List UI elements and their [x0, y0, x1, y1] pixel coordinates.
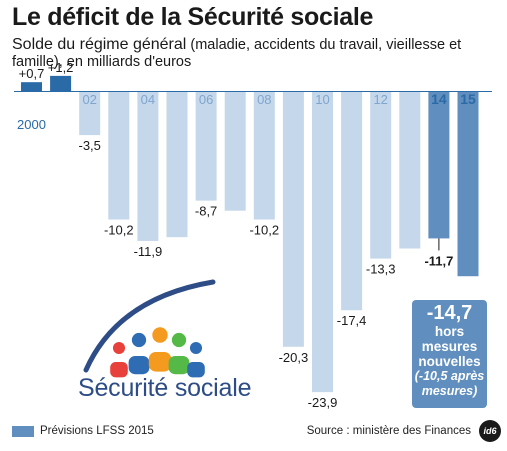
forecast-value: -14,7 [426, 302, 473, 324]
legend-label: Prévisions LFSS 2015 [40, 425, 154, 437]
forecast-line-4: (-10,5 après [414, 369, 485, 383]
value-label-2011: -17,4 [337, 313, 367, 328]
tick-label-2014: 14 [431, 91, 447, 107]
bar-2001 [50, 75, 72, 91]
bar-2015 [457, 91, 479, 277]
page-title: Le déficit de la Sécurité sociale [12, 3, 374, 31]
value-label-2003: -10,2 [104, 223, 134, 238]
bar-2004 [137, 91, 159, 241]
bar-2008 [253, 91, 275, 220]
value-label-2006: -8,7 [195, 204, 217, 219]
bar-2005 [166, 91, 188, 238]
logo-figure-head-4 [171, 332, 187, 348]
bar-2006 [195, 91, 217, 201]
logo-figure-head-5 [189, 341, 203, 355]
logo-figure-head-3 [152, 327, 168, 343]
value-label-2009: -20,3 [279, 350, 309, 365]
source-note: Source : ministère des Finances [306, 425, 471, 437]
bar-2002 [79, 91, 101, 136]
logo-text: Sécurité sociale [78, 374, 252, 402]
bar-2010 [312, 91, 333, 393]
value-label-2012: -13,3 [366, 262, 396, 277]
tick-label-2000: 2000 [17, 117, 46, 132]
source-logo: id6 [479, 420, 501, 442]
tick-label-2010: 10 [315, 92, 329, 107]
bar-2013 [399, 91, 421, 249]
forecast-line-1: hors [434, 324, 465, 339]
value-label-2008: -10,2 [249, 223, 279, 238]
value-label-2010: -23,9 [308, 395, 338, 410]
legend: Prévisions LFSS 2015 [12, 425, 154, 437]
tick-label-2004: 04 [141, 92, 155, 107]
forecast-note-box: -14,7 hors mesures nouvelles (-10,5 aprè… [412, 300, 487, 408]
bar-2011 [341, 91, 363, 311]
value-label-2014: -11,7 [424, 253, 453, 268]
bar-2000 [21, 82, 42, 91]
subtitle-rest: (maladie, accidents du travail, vieilles… [12, 37, 462, 70]
forecast-line-3: nouvelles [418, 354, 481, 369]
logo-figure-body-3 [148, 352, 172, 372]
bar-2007 [224, 91, 246, 211]
logo-figure-body-2 [128, 356, 150, 375]
tick-label-2008: 08 [257, 92, 271, 107]
logo-figure-body-1 [110, 362, 128, 378]
value-label-2000: +0,7 [19, 66, 45, 81]
value-label-2004: -11,9 [134, 244, 163, 259]
tick-label-2015: 15 [460, 91, 476, 107]
value-label-2001: +1,2 [48, 60, 74, 75]
tick-label-2012: 12 [373, 92, 387, 107]
chart-subtitle: Solde du régime général (maladie, accide… [12, 36, 482, 71]
bar-2009 [282, 91, 304, 347]
bar-2003 [108, 91, 130, 220]
securite-sociale-logo [83, 279, 216, 378]
value-label-2002: -3,5 [78, 138, 100, 153]
forecast-line-2: mesures [421, 339, 478, 354]
logo-figure-body-4 [168, 356, 190, 375]
logo-figure-body-5 [187, 362, 205, 378]
tick-label-2006: 06 [199, 92, 213, 107]
subtitle-main: Solde du régime général [12, 36, 187, 53]
logo-figure-head-2 [131, 332, 147, 348]
tick-label-2002: 02 [82, 92, 96, 107]
bar-2014 [428, 91, 450, 239]
legend-swatch [12, 425, 34, 437]
bar-2012 [370, 91, 392, 259]
forecast-line-5: mesures) [421, 384, 478, 398]
logo-figure-head-1 [112, 341, 126, 355]
